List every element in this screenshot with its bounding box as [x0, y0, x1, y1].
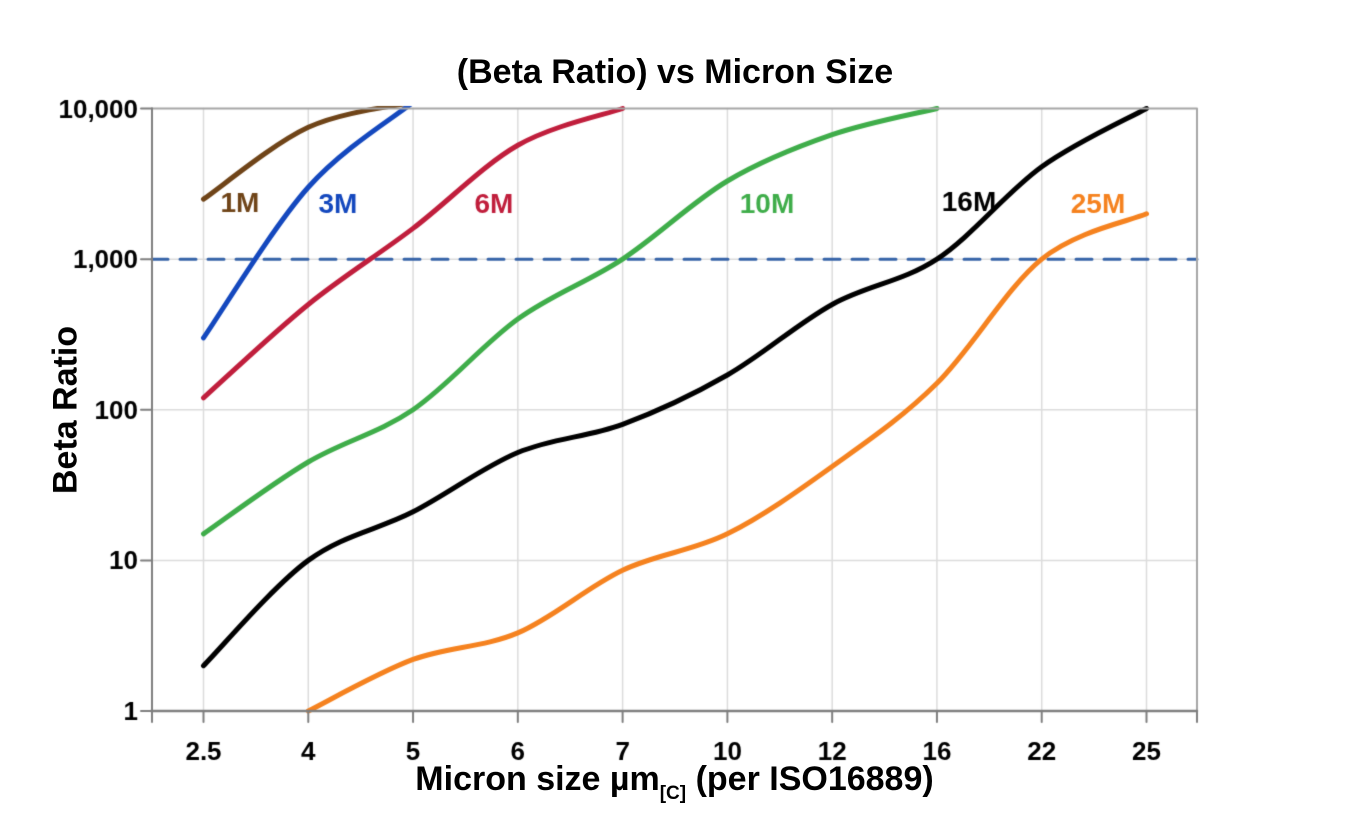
x-axis-title-suffix: (per ISO16889) — [686, 760, 934, 798]
x-axis-title-main: Micron size µm — [415, 760, 660, 798]
chart-title: (Beta Ratio) vs Micron Size — [456, 52, 894, 91]
y-axis-title: Beta Ratio — [46, 325, 85, 495]
x-axis-title: Micron size µm[C] (per ISO16889) — [0, 760, 1349, 804]
x-axis-title-subscript: [C] — [659, 783, 687, 804]
